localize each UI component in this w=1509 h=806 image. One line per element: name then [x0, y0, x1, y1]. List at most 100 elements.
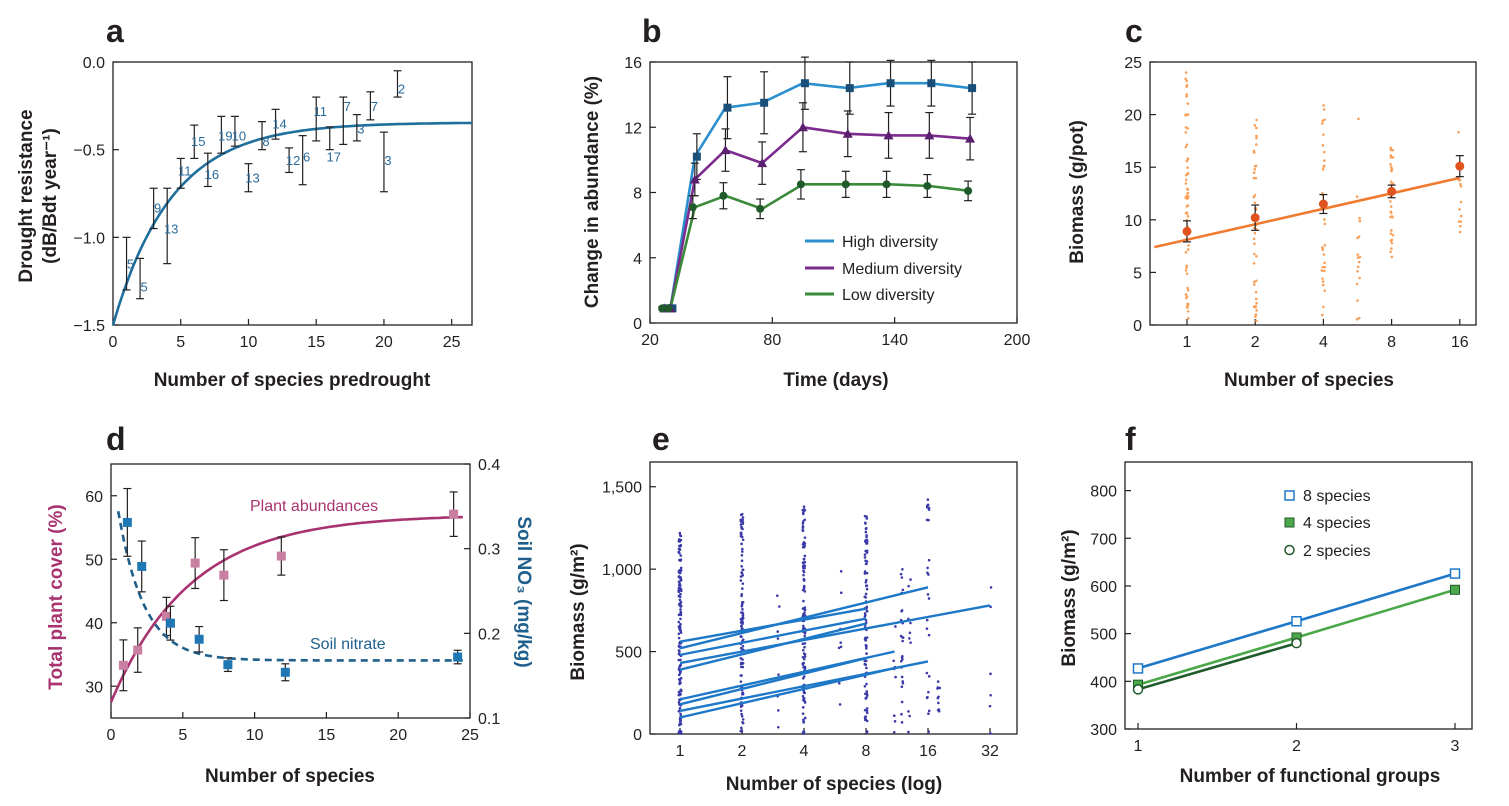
panel-e-raw-point [802, 721, 805, 724]
panel-a-ytick-label: 0.0 [83, 55, 105, 72]
panel-b-series-line [664, 183, 971, 310]
panel-e-raw-point [679, 610, 683, 614]
panel-e-xtick-label: 32 [981, 743, 999, 760]
panel-c-raw-point [1186, 306, 1189, 309]
panel-e-raw-point [925, 504, 929, 508]
panel-e-raw-point [801, 662, 805, 665]
panel-b-marker-low [964, 186, 973, 195]
panel-b-marker-medium [883, 130, 894, 140]
panel-e-raw-point [863, 553, 867, 556]
panel-e-raw-point [739, 575, 743, 578]
panel-e-raw-point [778, 605, 781, 608]
panel-c-letter: c [1125, 13, 1143, 49]
panel-c-raw-point [1322, 305, 1325, 309]
panel-e-raw-point [741, 538, 745, 542]
panel-c-raw-point [1321, 277, 1324, 280]
panel-e-raw-point [864, 697, 868, 700]
panel-f-marker-2sp [1291, 637, 1302, 649]
panel-e-raw-point [677, 693, 681, 697]
panel-c-raw-point [1458, 208, 1461, 211]
panel-a-point-label: 12 [286, 153, 300, 168]
panel-a-point-label: 6 [303, 150, 310, 165]
panel-c-ytick-label: 15 [1124, 160, 1142, 177]
panel-e-raw-point [839, 641, 843, 644]
panel-e-raw-point [740, 559, 744, 563]
panel-b-marker-high [692, 152, 701, 161]
panel-c-raw-point [1255, 319, 1258, 323]
panel-e-raw-point [925, 518, 929, 522]
panel-c-raw-point [1254, 297, 1258, 301]
panel-e-raw-point [677, 571, 681, 574]
panel-e-raw-point [864, 647, 868, 650]
panel-c-raw-point [1356, 265, 1360, 269]
panel-c-xtick-label: 8 [1387, 334, 1396, 351]
panel-c-raw-point [1187, 244, 1190, 247]
panel-e-raw-point [741, 568, 745, 572]
panel-c-raw-point [1255, 136, 1258, 140]
panel-b-marker-medium [965, 133, 976, 143]
panel-c-raw-point [1356, 236, 1359, 240]
panel-c-raw-point [1185, 79, 1188, 83]
panel-c-raw-point [1186, 248, 1190, 251]
panel-c-ytick-label: 10 [1124, 213, 1142, 230]
panel-d-xtick-label: 15 [318, 727, 336, 744]
panel-e-raw-point [679, 622, 682, 626]
panel-c-raw-point [1458, 182, 1462, 186]
panel-c-raw-point [1185, 211, 1189, 214]
panel-c-raw-point [1457, 130, 1460, 134]
panel-c-raw-point [1322, 133, 1325, 136]
panel-c-raw-point [1184, 269, 1188, 272]
panel-f-series-line [1137, 641, 1297, 691]
panel-e-raw-point [927, 597, 931, 600]
panel-c-raw-point [1185, 159, 1189, 163]
panel-e-raw-point [678, 678, 682, 682]
panel-e-raw-point [678, 586, 682, 590]
panel-e-raw-point [900, 700, 904, 704]
panel-c-fit-line [1153, 176, 1461, 249]
panel-d-marker-nitrate [223, 660, 233, 670]
panel-c-raw-point [1255, 118, 1258, 122]
panel-e-raw-point [678, 671, 682, 675]
panel-e-regression-line [679, 617, 867, 657]
panel-c-raw-point [1459, 224, 1462, 228]
panel-e-xtick-label: 4 [800, 743, 809, 760]
panel-e-plot: 1 2 4 8 16 32 0 500 1,000 1,500 [602, 461, 1018, 760]
panel-c-raw-point [1355, 317, 1359, 321]
panel-d-fit-plant [109, 515, 463, 703]
panel-e-raw-point [863, 718, 867, 722]
panel-c-raw-point [1391, 233, 1395, 237]
panel-c-raw-point [1184, 77, 1187, 81]
panel-c-raw-point [1323, 261, 1326, 265]
panel-c-raw-point [1252, 149, 1256, 153]
panel-c-raw-point [1255, 254, 1258, 258]
panel-c-raw-point [1186, 191, 1189, 195]
panel-e-raw-point [679, 631, 683, 634]
panel-e-raw-point [741, 520, 745, 524]
panel-c-raw-point [1321, 167, 1325, 171]
panel-e-raw-point [863, 572, 867, 575]
panel-e-raw-point [679, 712, 682, 716]
panel-c-raw-point [1253, 252, 1256, 256]
panel-a-point-label: 5 [140, 279, 147, 294]
panel-c-raw-point [1389, 211, 1393, 215]
panel-c-raw-point [1390, 165, 1393, 169]
panel-c-raw-point [1323, 244, 1327, 247]
panel-d-curve-label-nitrate: Soil nitrate [310, 636, 386, 653]
panel-c-raw-point [1184, 131, 1188, 134]
panel-f-ytick-label: 700 [1090, 531, 1117, 548]
panel-c-raw-point [1253, 280, 1256, 284]
panel-e-raw-point [803, 611, 806, 614]
panel-b-marker-medium [924, 130, 935, 140]
panel-a-ytick-label: −0.5 [73, 143, 105, 160]
panel-e-raw-point [801, 655, 805, 659]
panel-d-marker-nitrate [137, 561, 147, 571]
panel-c-raw-point [1390, 255, 1394, 259]
panel-e-raw-point [739, 680, 743, 683]
panel-c-raw-point [1390, 238, 1394, 242]
panel-e-raw-point [865, 542, 869, 545]
panel-e-raw-point [740, 726, 743, 730]
panel-d-xtick-label: 0 [107, 727, 116, 744]
panel-e-raw-point [927, 675, 931, 678]
panel-e-raw-point [901, 654, 904, 658]
